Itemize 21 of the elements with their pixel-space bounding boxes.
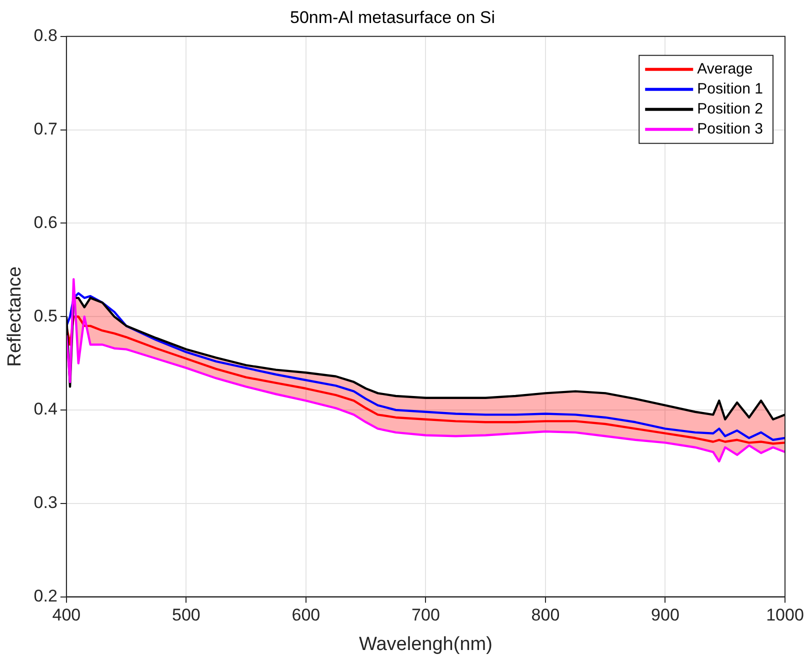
x-tick-label: 900: [651, 606, 680, 625]
y-tick-label: 0.3: [34, 493, 58, 512]
chart-title: 50nm-Al metasurface on Si: [290, 8, 496, 27]
y-tick-label: 0.4: [34, 400, 58, 419]
legend-label: Position 2: [697, 100, 763, 118]
y-tick-label: 0.8: [34, 26, 58, 46]
x-tick-label: 400: [52, 606, 81, 625]
x-tick-label: 500: [172, 606, 200, 625]
y-tick-label: 0.5: [34, 306, 58, 326]
y-tick-label: 0.2: [34, 586, 58, 606]
legend-label: Average: [697, 60, 753, 78]
x-tick-label: 1000: [766, 606, 804, 625]
x-tick-label: 800: [531, 606, 560, 625]
x-tick-label: 600: [292, 606, 320, 625]
y-tick-label: 0.6: [34, 212, 58, 232]
legend-label: Position 3: [697, 120, 763, 138]
x-tick-label: 700: [412, 606, 440, 625]
legend-label: Position 1: [697, 80, 763, 98]
x-axis-title: Wavelengh(nm): [359, 634, 492, 655]
y-tick-label: 0.7: [34, 119, 58, 138]
y-axis-title: Reflectance: [4, 266, 26, 367]
